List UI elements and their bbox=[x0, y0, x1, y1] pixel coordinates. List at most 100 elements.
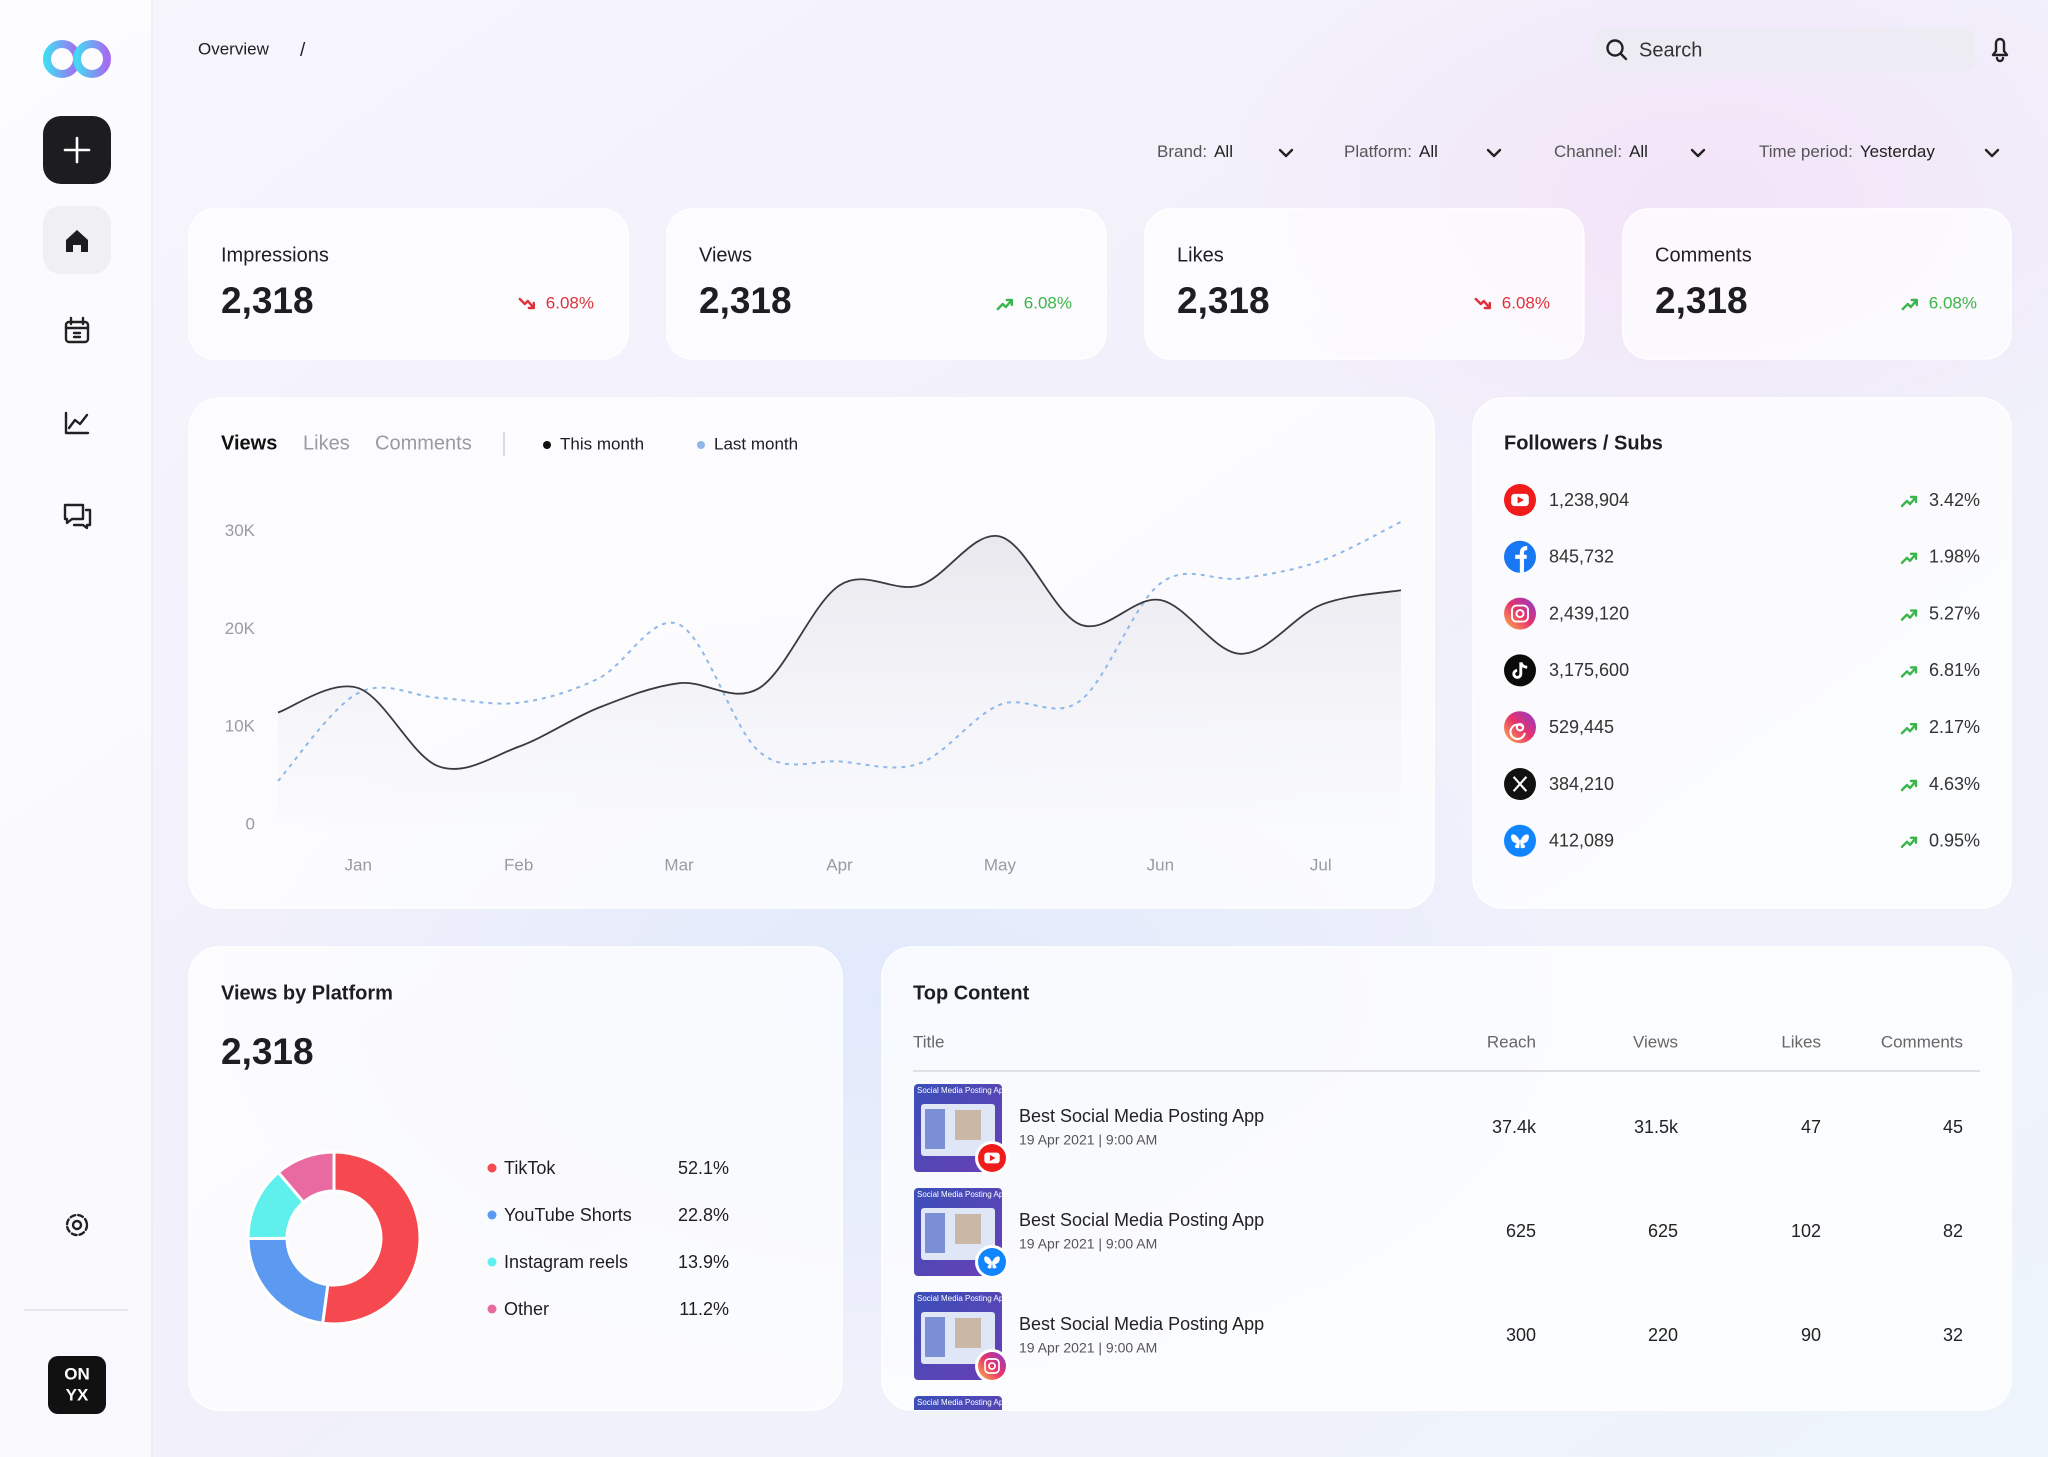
chart-tab[interactable]: Views bbox=[221, 432, 277, 454]
content-row[interactable]: Social Media Posting App Best Social Medi… bbox=[914, 1188, 1963, 1279]
kpi-value: 2,318 bbox=[699, 280, 792, 321]
legend-value: 11.2% bbox=[679, 1299, 729, 1319]
legend-dot bbox=[487, 1257, 497, 1267]
platform-icon bbox=[1504, 711, 1536, 744]
trend-arrow bbox=[996, 298, 1013, 311]
logo-text: ON bbox=[64, 1364, 90, 1383]
column-header: Reach bbox=[1487, 1032, 1536, 1051]
kpi-card bbox=[1144, 208, 1585, 360]
trend-arrow bbox=[1901, 298, 1918, 311]
thumbnail-caption: Social Media Posting App bbox=[917, 1398, 1008, 1407]
content-row[interactable]: Social Media Posting App Best Social Medi… bbox=[914, 1084, 1963, 1175]
follower-count: 412,089 bbox=[1549, 831, 1614, 851]
content-metric: 31.5k bbox=[1634, 1117, 1679, 1137]
content-date: 19 Apr 2021 | 9:00 AM bbox=[1019, 1340, 1157, 1356]
legend-label: TikTok bbox=[504, 1158, 556, 1178]
filter[interactable]: Platform: All bbox=[1344, 142, 1438, 161]
icon-part bbox=[989, 1154, 996, 1162]
legend-label: Other bbox=[504, 1299, 549, 1319]
kpi-value: 2,318 bbox=[1655, 280, 1748, 321]
content-metric: 625 bbox=[1648, 1221, 1678, 1241]
settings-icon bbox=[71, 1219, 83, 1231]
follower-change: 4.63% bbox=[1929, 774, 1980, 794]
nav-analytics[interactable] bbox=[64, 411, 90, 435]
kpi-label: Impressions bbox=[221, 244, 329, 266]
legend-value: 13.9% bbox=[678, 1252, 729, 1272]
followers-card bbox=[1472, 397, 2012, 909]
kpi-label: Comments bbox=[1655, 244, 1752, 266]
platform-icon bbox=[1504, 484, 1536, 516]
nav-calendar[interactable] bbox=[64, 316, 90, 344]
breadcrumb[interactable]: Overview bbox=[198, 39, 270, 58]
search-placeholder: Search bbox=[1639, 39, 1702, 61]
trend-arrow bbox=[1900, 836, 1918, 848]
chart-tab[interactable]: Comments bbox=[375, 432, 472, 454]
icon-part bbox=[1509, 723, 1526, 741]
icon-part bbox=[1517, 496, 1524, 504]
content-date: 19 Apr 2021 | 9:00 AM bbox=[1019, 1132, 1157, 1148]
workspace-logo-bg bbox=[48, 1356, 106, 1414]
nav-settings[interactable] bbox=[65, 1213, 89, 1237]
follower-count: 2,439,120 bbox=[1549, 603, 1629, 623]
create-button[interactable] bbox=[43, 116, 111, 184]
follower-count: 384,210 bbox=[1549, 774, 1614, 794]
platform-total: 2,318 bbox=[221, 1031, 314, 1072]
content-title: Best Social Media Posting App bbox=[1019, 1210, 1264, 1230]
legend-label: This month bbox=[560, 434, 644, 453]
filter[interactable]: Brand: All bbox=[1157, 142, 1233, 161]
platform-icon bbox=[978, 1248, 1006, 1276]
series-line bbox=[277, 535, 1402, 770]
content-row[interactable]: Social Media Posting App Best Social Medi… bbox=[914, 1292, 1963, 1383]
logo[interactable] bbox=[43, 40, 111, 78]
follower-change: 3.42% bbox=[1929, 490, 1980, 510]
content-row[interactable]: Social Media Posting App bbox=[914, 1396, 1008, 1457]
card-title: Followers / Subs bbox=[1504, 432, 1663, 454]
x-tick-label: Mar bbox=[664, 855, 694, 874]
nav-messages[interactable] bbox=[63, 503, 92, 530]
settings-icon bbox=[65, 1213, 89, 1237]
legend-value: 52.1% bbox=[678, 1158, 729, 1178]
content-metric: 47 bbox=[1801, 1117, 1821, 1137]
legend-label: YouTube Shorts bbox=[504, 1205, 632, 1225]
legend-label: Last month bbox=[714, 434, 798, 453]
icon-part bbox=[984, 1256, 1000, 1269]
content-title: Best Social Media Posting App bbox=[1019, 1314, 1264, 1334]
legend-label: Instagram reels bbox=[504, 1252, 628, 1272]
kpi-change: 6.08% bbox=[546, 293, 594, 312]
legend-dot bbox=[487, 1210, 497, 1220]
logo-ring bbox=[73, 40, 111, 78]
series-line bbox=[277, 520, 1402, 782]
filter-label: Brand: bbox=[1157, 142, 1207, 161]
search-box[interactable]: Search bbox=[1593, 29, 1975, 71]
kpi-change: 6.08% bbox=[1502, 293, 1550, 312]
content-metric: 45 bbox=[1943, 1117, 1963, 1137]
content-title: Best Social Media Posting App bbox=[1019, 1106, 1264, 1126]
notifications-button[interactable] bbox=[1991, 37, 2009, 63]
calendar-icon bbox=[64, 316, 90, 339]
kpi-value: 2,318 bbox=[221, 280, 314, 321]
nav-home[interactable] bbox=[43, 206, 111, 274]
kpi-card bbox=[666, 208, 1107, 360]
kpi-label: Views bbox=[699, 244, 752, 266]
icon-part bbox=[1504, 597, 1536, 630]
series-area bbox=[278, 535, 1401, 825]
thumbnail-panel bbox=[925, 1317, 945, 1357]
icon-part bbox=[1515, 545, 1528, 573]
plus-icon bbox=[63, 136, 91, 164]
filter[interactable]: Channel: All bbox=[1554, 142, 1648, 161]
follower-count: 529,445 bbox=[1549, 717, 1614, 737]
follower-change: 2.17% bbox=[1929, 717, 1980, 737]
follower-change: 6.81% bbox=[1929, 660, 1980, 680]
icon-part bbox=[1511, 604, 1529, 623]
platform-icon bbox=[1504, 768, 1536, 800]
trend-arrow bbox=[1900, 723, 1918, 735]
analytics-icon bbox=[64, 411, 90, 435]
y-tick-label: 10K bbox=[225, 717, 256, 736]
y-tick-label: 30K bbox=[225, 521, 256, 540]
trend-arrow bbox=[1900, 666, 1918, 678]
chart-tab[interactable]: Likes bbox=[303, 432, 350, 454]
filter[interactable]: Time period: Yesterday bbox=[1759, 142, 1935, 161]
x-tick-label: Jan bbox=[345, 855, 372, 874]
workspace-logo[interactable]: ON YX bbox=[48, 1356, 106, 1414]
follower-count: 3,175,600 bbox=[1549, 660, 1629, 680]
